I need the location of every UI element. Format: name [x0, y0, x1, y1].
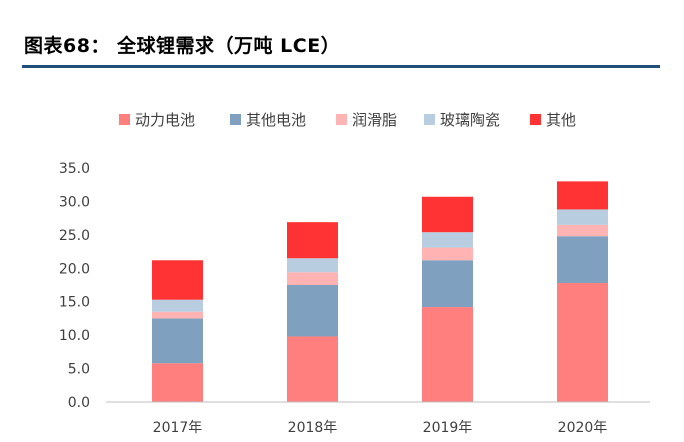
bar-segment-1-1 [152, 363, 203, 402]
bar-segment-5-3 [422, 196, 473, 233]
legend-label-3: 润滑脂 [352, 111, 397, 129]
legend-swatch-1 [119, 114, 130, 125]
y-tick-label: 20.0 [59, 261, 90, 277]
legend-label-5: 其他 [546, 111, 576, 129]
y-tick-label: 10.0 [59, 328, 90, 344]
bar-segment-5-4 [557, 181, 608, 210]
bar-segment-5-1 [152, 260, 203, 300]
bar-segment-3-4 [557, 224, 608, 237]
bar-segment-3-1 [152, 311, 203, 319]
bar-segment-2-2 [287, 285, 338, 337]
bar-segment-5-2 [287, 222, 338, 259]
bar-segment-2-4 [557, 236, 608, 283]
legend-label-2: 其他电池 [246, 111, 306, 129]
x-category-label: 2019年 [423, 420, 473, 436]
y-tick-label: 30.0 [59, 194, 90, 210]
bar-segment-4-1 [152, 299, 203, 312]
legend-swatch-2 [230, 114, 241, 125]
figure-title: 图表68： 全球锂需求（万吨 LCE） [24, 35, 341, 57]
chart-legend: 动力电池 其他电池 润滑脂 玻璃陶瓷 其他 [119, 111, 576, 129]
x-axis: 2017年 2018年 2019年 2020年 [106, 401, 650, 436]
bar-segment-1-3 [422, 307, 473, 402]
x-category-label: 2018年 [288, 420, 338, 436]
y-tick-label: 35.0 [59, 161, 90, 177]
y-tick-label: 25.0 [59, 228, 90, 244]
bar-segment-2-3 [422, 260, 473, 308]
title-rule [22, 65, 660, 68]
legend-label-4: 玻璃陶瓷 [440, 111, 500, 129]
bar-segment-3-3 [422, 247, 473, 261]
bars [152, 181, 608, 402]
legend-label-1: 动力电池 [135, 111, 195, 129]
bar-segment-1-4 [557, 282, 608, 402]
x-category-label: 2017年 [153, 420, 203, 436]
y-tick-label: 0.0 [68, 395, 90, 411]
bar-segment-4-3 [422, 232, 473, 248]
x-category-label: 2020年 [558, 420, 608, 436]
y-axis: 0.0 5.0 10.0 15.0 20.0 25.0 30.0 35.0 [59, 161, 90, 411]
y-tick-label: 5.0 [68, 362, 90, 378]
legend-swatch-3 [336, 114, 347, 125]
bar-segment-3-2 [287, 272, 338, 285]
bar-segment-2-1 [152, 318, 203, 364]
y-tick-label: 15.0 [59, 295, 90, 311]
legend-swatch-5 [530, 114, 541, 125]
bar-segment-4-2 [287, 258, 338, 273]
legend-swatch-4 [424, 114, 435, 125]
bar-segment-4-4 [557, 209, 608, 225]
bar-segment-1-2 [287, 336, 338, 402]
